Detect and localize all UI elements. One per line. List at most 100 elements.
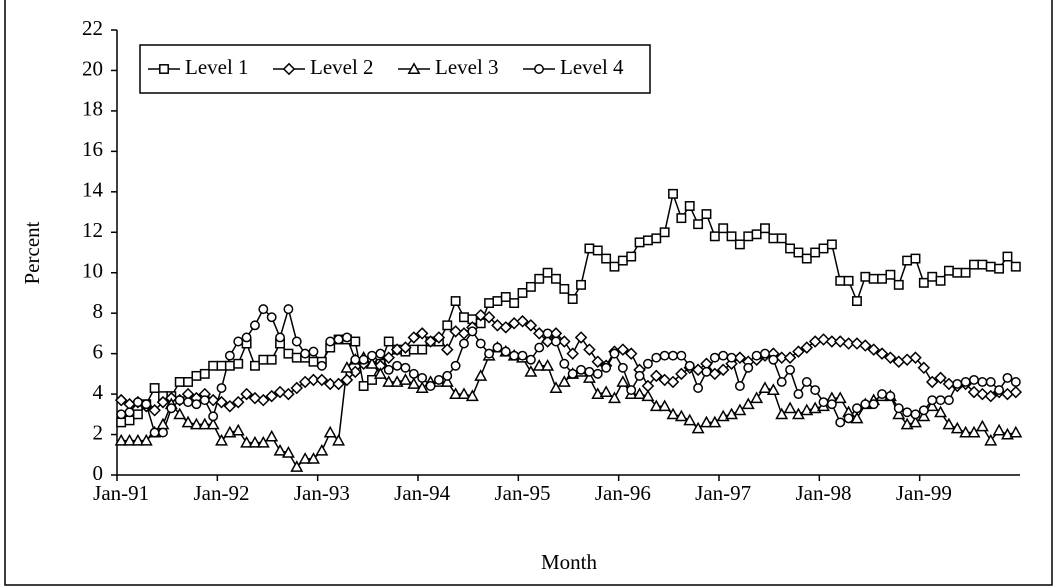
marker bbox=[316, 360, 327, 371]
y-tick-label: 4 bbox=[93, 380, 104, 404]
marker bbox=[474, 308, 487, 322]
marker bbox=[934, 405, 948, 418]
marker bbox=[683, 413, 697, 426]
marker bbox=[499, 321, 513, 334]
marker bbox=[609, 348, 620, 359]
marker bbox=[909, 351, 922, 364]
marker bbox=[417, 344, 428, 355]
marker bbox=[199, 368, 210, 379]
marker bbox=[408, 344, 419, 355]
marker bbox=[282, 387, 295, 401]
marker bbox=[709, 231, 720, 242]
marker bbox=[183, 377, 194, 387]
marker bbox=[375, 348, 386, 359]
marker bbox=[634, 237, 645, 248]
marker bbox=[909, 415, 922, 428]
marker bbox=[158, 427, 168, 438]
marker bbox=[250, 320, 260, 331]
marker bbox=[959, 425, 973, 438]
marker bbox=[825, 335, 839, 348]
marker bbox=[156, 395, 170, 409]
x-tick-label: Jan-96 bbox=[595, 481, 651, 505]
marker bbox=[925, 399, 939, 412]
marker bbox=[358, 354, 369, 365]
marker bbox=[509, 298, 520, 309]
y-tick-label: 22 bbox=[82, 16, 103, 40]
marker bbox=[441, 343, 454, 356]
marker bbox=[248, 391, 262, 405]
marker bbox=[181, 415, 195, 428]
marker bbox=[617, 255, 628, 266]
marker bbox=[992, 423, 1006, 436]
marker bbox=[325, 336, 336, 347]
marker bbox=[365, 357, 379, 369]
marker bbox=[567, 294, 578, 304]
marker bbox=[709, 352, 720, 363]
marker bbox=[691, 363, 705, 377]
marker bbox=[934, 371, 947, 385]
marker bbox=[341, 332, 352, 343]
marker bbox=[534, 342, 545, 353]
marker bbox=[775, 351, 788, 364]
x-axis-label: Month bbox=[541, 550, 598, 574]
marker bbox=[516, 315, 529, 328]
marker bbox=[842, 337, 855, 350]
marker bbox=[290, 460, 304, 472]
marker bbox=[801, 377, 812, 387]
marker bbox=[231, 395, 245, 409]
marker bbox=[231, 423, 245, 436]
marker bbox=[332, 377, 345, 391]
marker bbox=[358, 381, 369, 391]
marker bbox=[500, 346, 511, 357]
legend-box bbox=[139, 44, 651, 94]
marker bbox=[123, 433, 137, 446]
y-tick-label: 20 bbox=[82, 56, 103, 80]
marker bbox=[250, 360, 260, 371]
marker bbox=[273, 443, 287, 456]
marker bbox=[791, 407, 805, 420]
marker bbox=[315, 373, 329, 387]
marker bbox=[835, 417, 846, 428]
marker bbox=[994, 385, 1005, 395]
marker bbox=[852, 403, 862, 414]
marker bbox=[567, 368, 578, 379]
marker bbox=[566, 347, 579, 360]
marker bbox=[984, 433, 998, 446]
marker bbox=[308, 346, 319, 357]
marker bbox=[725, 407, 739, 420]
marker bbox=[766, 383, 780, 395]
marker bbox=[199, 395, 210, 406]
marker bbox=[116, 417, 127, 428]
marker bbox=[751, 229, 762, 240]
marker bbox=[534, 64, 544, 74]
marker bbox=[491, 319, 504, 332]
marker bbox=[440, 375, 454, 387]
marker bbox=[785, 243, 796, 254]
x-tick-label: Jan-91 bbox=[93, 481, 149, 505]
marker bbox=[266, 354, 277, 365]
marker bbox=[465, 389, 479, 402]
marker bbox=[191, 399, 202, 410]
marker bbox=[843, 275, 854, 286]
y-tick-label: 14 bbox=[82, 178, 104, 202]
marker bbox=[943, 395, 954, 406]
marker bbox=[432, 331, 446, 344]
marker bbox=[666, 407, 680, 420]
marker bbox=[817, 333, 830, 346]
marker bbox=[475, 338, 486, 349]
marker bbox=[850, 411, 864, 424]
marker bbox=[132, 397, 143, 408]
marker bbox=[233, 336, 244, 347]
x-tick-label: Jan-94 bbox=[394, 481, 450, 505]
marker bbox=[206, 393, 220, 407]
marker bbox=[624, 347, 638, 360]
marker bbox=[541, 359, 555, 371]
marker bbox=[651, 352, 662, 363]
marker bbox=[524, 319, 538, 332]
marker bbox=[910, 253, 921, 264]
marker bbox=[877, 273, 887, 284]
marker bbox=[649, 399, 663, 412]
marker bbox=[557, 375, 571, 387]
marker bbox=[256, 435, 270, 448]
